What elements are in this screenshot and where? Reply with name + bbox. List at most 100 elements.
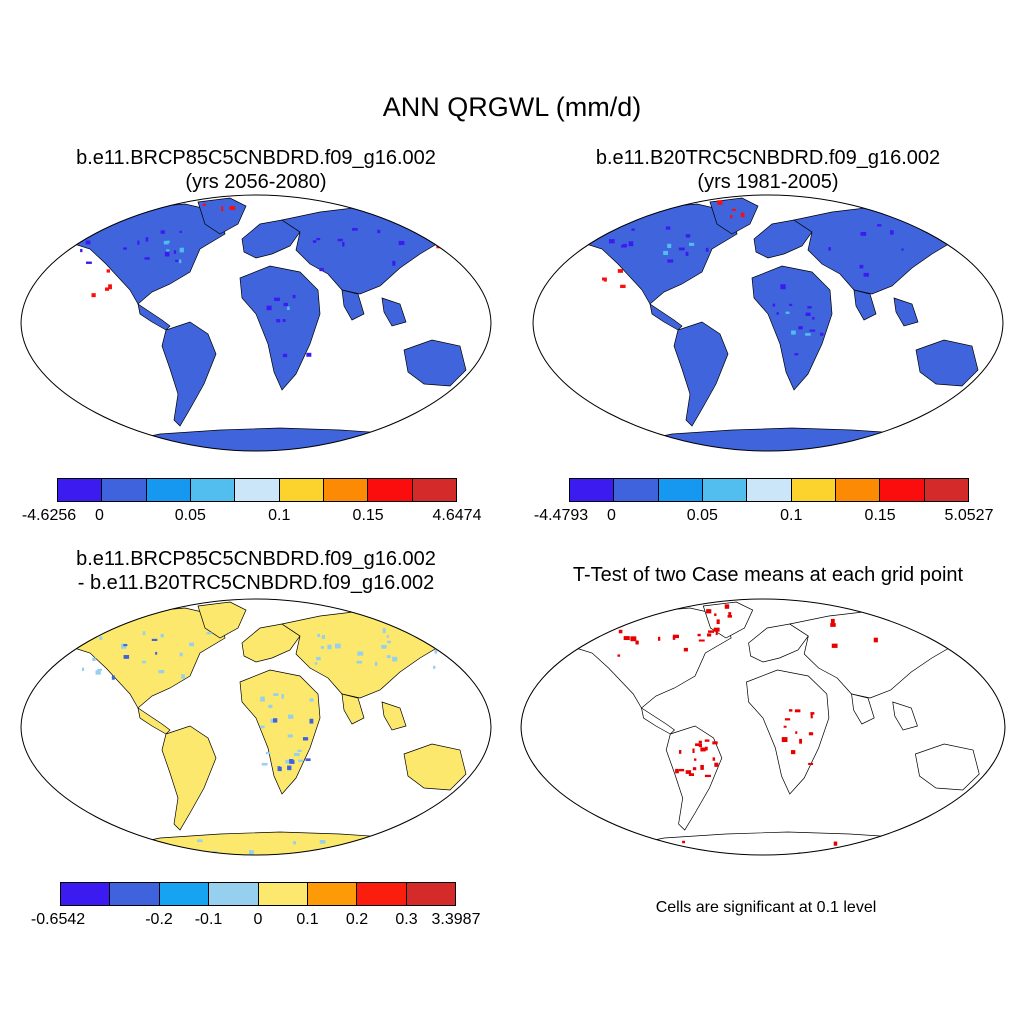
continent-shape	[161, 725, 217, 831]
colorbar-swatch	[110, 883, 160, 905]
grid-cell	[602, 277, 607, 281]
colorbar-swatch	[791, 479, 836, 501]
grid-cell	[706, 609, 712, 614]
grid-cell	[731, 208, 737, 211]
grid-cell	[411, 839, 417, 844]
continent-shape	[381, 701, 407, 731]
continent-shape	[239, 265, 321, 391]
grid-cell	[698, 743, 703, 748]
grid-cell	[123, 247, 127, 250]
grid-cell	[86, 261, 92, 264]
grid-cell	[873, 637, 878, 643]
continent-shape	[197, 601, 247, 639]
grid-cell	[287, 306, 290, 311]
continent-shape	[748, 623, 809, 663]
continent-shape	[853, 289, 877, 321]
grid-cell	[863, 272, 869, 277]
grid-cell	[408, 840, 414, 843]
grid-cell	[268, 704, 273, 708]
panel4-title: T-Test of two Case means at each grid po…	[573, 563, 963, 587]
grid-cell	[188, 849, 194, 854]
grid-cell	[155, 651, 158, 655]
grid-cell	[292, 294, 296, 299]
continent-shape	[915, 339, 979, 387]
grid-cell	[278, 766, 282, 772]
grid-cell	[901, 248, 904, 251]
colorbar-tick-label: -0.1	[194, 911, 223, 928]
grid-cell	[781, 737, 788, 743]
colorbar-swatch	[614, 479, 659, 501]
grid-cell	[142, 631, 146, 636]
grid-cell	[805, 333, 811, 336]
grid-cell	[432, 233, 438, 239]
colorbar-tick-label: 0	[606, 507, 616, 524]
grid-cell	[688, 773, 695, 776]
continent-shape	[111, 427, 441, 451]
grid-cell	[724, 604, 730, 609]
continent-shape	[746, 669, 830, 795]
grid-cell	[164, 848, 169, 854]
grid-cell	[309, 698, 314, 702]
continent-shape	[239, 669, 321, 795]
grid-cell	[798, 326, 803, 330]
grid-cell	[799, 738, 803, 744]
colorbar-swatch	[368, 479, 413, 501]
grid-cell	[695, 743, 701, 747]
grid-cell	[683, 647, 688, 652]
panel2-title-line2: (yrs 1981-2005)	[697, 171, 839, 193]
grid-cell	[632, 438, 636, 442]
grid-cell	[137, 441, 142, 446]
grid-cell	[672, 634, 680, 639]
colorbar-tick-label: -0.2	[145, 911, 173, 928]
grid-cell	[697, 633, 701, 637]
grid-cell	[617, 269, 623, 273]
colorbar-swatch	[406, 883, 455, 905]
colorbar-swatch	[102, 479, 147, 501]
panel2-colorbar-ticks: -4.4793 0 0.05 0.1 0.15 5.0527	[534, 507, 994, 527]
grid-cell	[706, 633, 712, 637]
grid-cell	[679, 750, 682, 754]
grid-cell	[698, 740, 702, 744]
grid-cell	[715, 631, 718, 636]
grid-cell	[386, 655, 391, 659]
grid-cell	[319, 267, 324, 272]
grid-cell	[377, 229, 381, 234]
grid-cell	[807, 306, 812, 309]
grid-cell	[705, 746, 708, 751]
continent-shape	[640, 707, 675, 735]
grid-cell	[291, 760, 295, 764]
grid-cell	[197, 839, 203, 843]
grid-cell	[667, 243, 672, 249]
grid-cell	[305, 758, 311, 762]
grid-cell	[105, 287, 110, 291]
grid-cell	[356, 660, 363, 664]
map-border	[520, 598, 1006, 856]
grid-cell	[623, 636, 630, 641]
grid-cell	[392, 260, 396, 266]
grid-cell	[163, 240, 169, 245]
grid-cell	[261, 762, 268, 766]
grid-cell	[716, 619, 720, 625]
grid-cell	[173, 250, 177, 254]
colorbar-swatch	[146, 479, 191, 501]
continent-shape	[403, 339, 467, 387]
colorbar-tick-label: 0.15	[864, 507, 896, 524]
grid-cell	[950, 228, 954, 234]
colorbar-tick-label: 0.3	[395, 911, 418, 928]
grid-cell	[890, 230, 894, 235]
grid-cell	[297, 749, 302, 752]
grid-cell	[320, 646, 324, 649]
grid-cell	[730, 215, 733, 219]
panel1-colorbar	[57, 478, 457, 502]
continent-shape	[137, 303, 171, 331]
grid-cell	[820, 332, 824, 336]
figure-title: ANN QRGWL (mm/d)	[382, 92, 642, 122]
grid-cell	[667, 259, 674, 263]
continent-shape	[914, 743, 980, 791]
significance-note: Cells are significant at 0.1 level	[655, 899, 877, 916]
grid-cell	[314, 662, 318, 665]
colorbar-swatch	[880, 479, 925, 501]
grid-cell	[144, 257, 150, 260]
grid-cell	[776, 312, 779, 315]
grid-cell	[270, 719, 276, 723]
